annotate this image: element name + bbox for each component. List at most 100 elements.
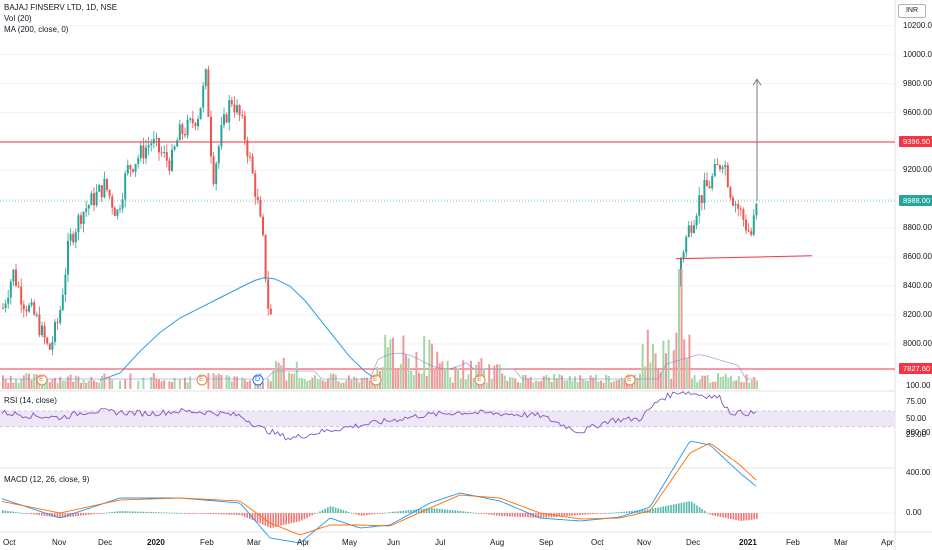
symbol-title: BAJAJ FINSERV LTD, 1D, NSE <box>4 3 118 12</box>
price-candle <box>85 208 88 212</box>
macd-histogram-bar <box>623 511 625 513</box>
macd-histogram-bar <box>241 513 243 516</box>
macd-histogram-bar <box>610 512 612 514</box>
macd-histogram-bar <box>480 513 482 514</box>
volume-bar <box>498 364 501 389</box>
macd-histogram-bar <box>108 512 111 514</box>
price-candle <box>695 215 698 226</box>
price-candle <box>698 195 701 216</box>
price-candle <box>98 185 101 192</box>
price-candle <box>700 195 703 204</box>
volume-bar <box>220 375 223 389</box>
volume-bar <box>80 382 82 389</box>
macd-histogram-bar <box>355 513 358 515</box>
macd-histogram-bar <box>667 505 670 513</box>
macd-histogram-bar <box>631 510 633 513</box>
price-candle <box>711 176 714 189</box>
price-candle <box>160 152 163 154</box>
price-candle <box>113 207 116 216</box>
volume-bar <box>438 363 441 389</box>
macd-histogram-bar <box>745 513 748 521</box>
macd-histogram-bar <box>236 513 238 515</box>
price-candle <box>719 165 721 170</box>
macd-histogram-bar <box>670 504 672 513</box>
price-tick-label: 10200.00 <box>903 20 932 30</box>
macd-histogram-bar <box>535 513 537 518</box>
volume-bar <box>184 377 186 389</box>
macd-histogram-bar <box>709 513 711 515</box>
macd-histogram-bar <box>407 510 410 513</box>
macd-histogram-bar <box>93 513 95 515</box>
price-candle <box>87 205 90 209</box>
price-candle <box>121 199 124 209</box>
volume-bar <box>665 353 667 389</box>
volume-bar <box>457 368 459 389</box>
volume-bar <box>649 362 652 389</box>
volume-bar <box>600 380 602 389</box>
price-candle <box>41 325 43 336</box>
price-candle <box>737 204 740 209</box>
time-tick-label: 2021 <box>739 538 757 547</box>
macd-histogram-bar <box>657 507 659 513</box>
macd-histogram-bar <box>537 513 540 518</box>
macd-histogram-bar <box>607 512 610 514</box>
macd-histogram-bar <box>363 513 365 516</box>
volume-bar <box>459 378 462 389</box>
macd-histogram-bar <box>672 504 675 513</box>
macd-histogram-bar <box>163 512 165 514</box>
volume-bar <box>186 382 189 389</box>
price-candle <box>129 165 132 170</box>
volume-bar <box>584 380 587 389</box>
macd-histogram-bar <box>142 511 144 513</box>
volume-bar <box>524 374 527 389</box>
rsi-tick-label: 100.00 <box>906 381 931 390</box>
volume-bar <box>641 343 644 389</box>
price-candle <box>139 145 142 159</box>
time-tick-label: Nov <box>52 538 67 547</box>
volume-bar <box>743 382 745 389</box>
volume-bar <box>303 378 306 389</box>
macd-histogram-bar <box>503 513 506 517</box>
macd-histogram-bar <box>59 513 61 518</box>
volume-bar <box>173 377 176 389</box>
time-tick-label: Jul <box>435 538 446 547</box>
volume-bar <box>4 379 7 389</box>
volume-bar <box>9 375 12 389</box>
macd-histogram-bar <box>204 513 207 514</box>
volume-bar <box>670 378 673 389</box>
price-candle <box>716 164 719 166</box>
volume-bar <box>711 381 714 389</box>
volume-bar <box>168 381 171 389</box>
volume-bar <box>662 340 665 389</box>
currency-badge[interactable]: INR <box>898 4 926 18</box>
macd-histogram-bar <box>2 510 4 513</box>
macd-histogram-bar <box>418 509 420 513</box>
volume-legend: Vol (20) <box>4 14 32 23</box>
macd-histogram-bar <box>191 513 194 514</box>
event-marker-label: D <box>255 376 261 383</box>
macd-histogram-bar <box>688 501 690 513</box>
macd-histogram-bar <box>483 513 485 514</box>
macd-histogram-bar <box>168 512 170 514</box>
volume-bar <box>51 379 54 389</box>
macd-histogram-bar <box>652 508 654 513</box>
price-candle <box>233 104 236 113</box>
macd-histogram-bar <box>230 513 233 515</box>
macd-histogram-bar <box>165 512 168 514</box>
volume-bar <box>756 380 758 389</box>
macd-histogram-bar <box>282 513 285 526</box>
price-tick-label: 8600.00 <box>903 252 932 262</box>
volume-bar <box>241 377 244 389</box>
volume-bar <box>535 380 537 389</box>
price-candle <box>72 233 75 243</box>
macd-histogram-bar <box>649 509 651 513</box>
macd-histogram-bar <box>558 513 560 517</box>
volume-bar <box>636 377 639 389</box>
volume-bar <box>410 370 413 389</box>
volume-bar <box>69 374 72 389</box>
volume-bar <box>334 374 337 389</box>
price-candle <box>147 145 150 148</box>
macd-histogram-bar <box>592 513 594 515</box>
price-candle <box>204 69 207 86</box>
